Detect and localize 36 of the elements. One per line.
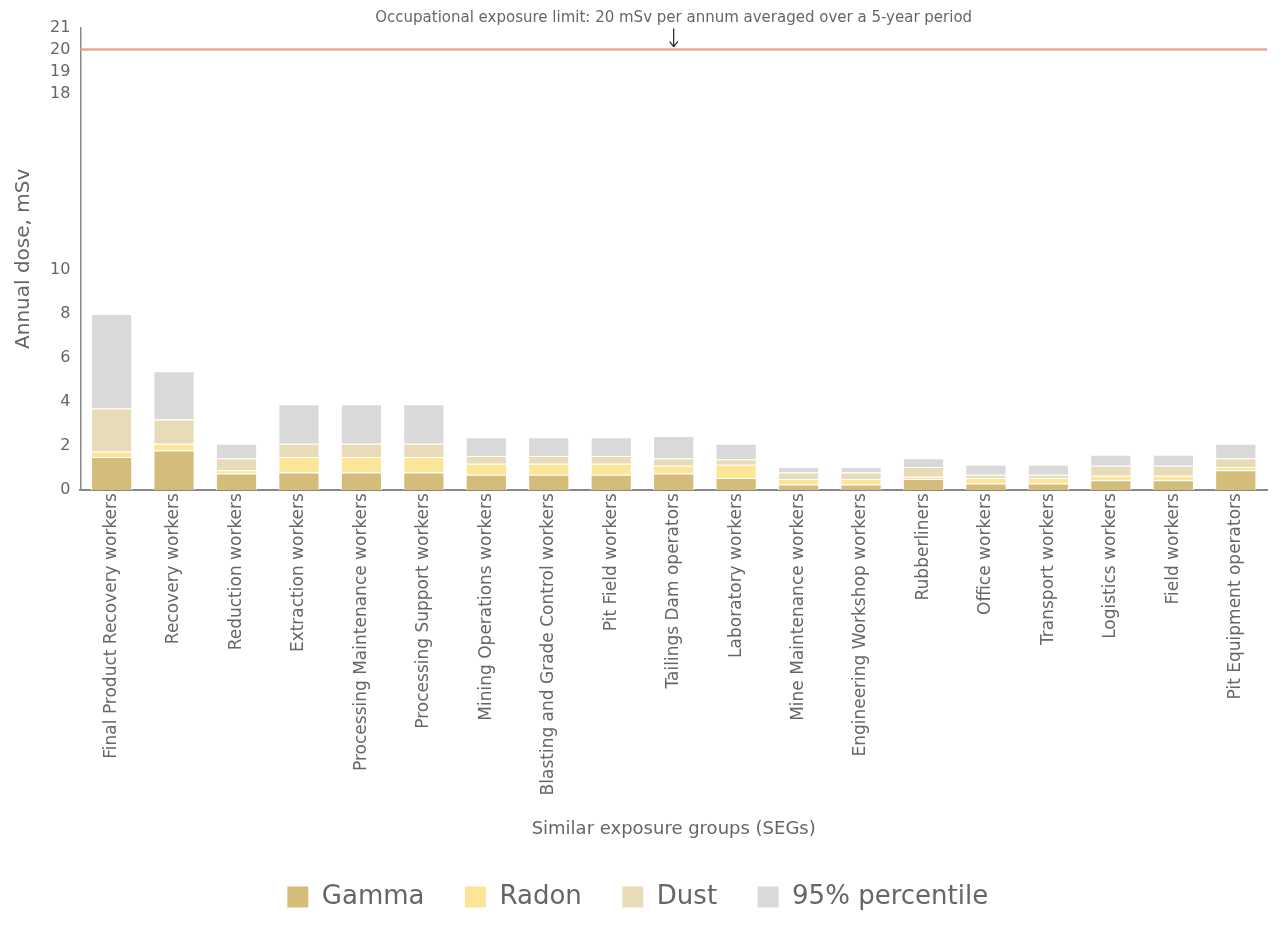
y-tick-label: 4 (60, 391, 71, 411)
y-tick-label: 0 (60, 479, 71, 499)
legend-label: Gamma (321, 879, 425, 910)
ref-line-label: Occupational exposure limit: 20 mSv per annum averaged over a 5-year period (375, 8, 973, 27)
y-tick-label: 21 (50, 16, 71, 36)
x-tick-label: Engineering Workshop workers (849, 492, 870, 757)
x-tick-label: Field workers (1161, 492, 1182, 605)
x-tick-label: Mine Maintenance workers (787, 492, 808, 721)
x-tick-label: Logistics workers (1099, 492, 1120, 639)
x-tick-label: Rubberliners (911, 492, 932, 601)
legend-label: Dust (656, 879, 718, 910)
legend-label: 95% percentile (792, 879, 989, 910)
x-tick-label: Processing Maintenance workers (349, 492, 370, 771)
legend-label: Radon (499, 879, 582, 910)
y-tick-label: 20 (50, 38, 71, 58)
x-tick-label: Laboratory workers (724, 492, 745, 658)
y-tick-label: 6 (60, 347, 71, 367)
x-tick-label: Office workers (974, 492, 995, 615)
y-tick-label: 10 (50, 259, 71, 278)
x-tick-label: Extraction workers (287, 492, 308, 653)
x-tick-label: Reduction workers (224, 492, 245, 651)
x-tick-label: Pit Field workers (599, 492, 620, 632)
x-tick-label: Pit Equipment operators (1224, 492, 1245, 700)
x-tick-label: Final Product Recovery workers (100, 492, 121, 759)
x-tick-label: Processing Support workers (412, 492, 433, 729)
x-tick-label: Tailings Dam operators (662, 492, 683, 690)
x-axis-title: Similar exposure groups (SEGs) (531, 816, 816, 838)
y-tick-label: 18 (50, 82, 71, 102)
x-tick-label: Blasting and Grade Control workers (537, 492, 558, 796)
x-tick-label: Mining Operations workers (474, 492, 495, 721)
y-axis-title: Annual dose, mSv (10, 168, 35, 349)
x-tick-label: Transport workers (1036, 492, 1057, 647)
y-tick-label: 2 (60, 435, 71, 455)
x-tick-label: Recovery workers (162, 492, 183, 645)
y-tick-label: 8 (60, 303, 71, 323)
y-tick-label: 19 (50, 60, 71, 80)
